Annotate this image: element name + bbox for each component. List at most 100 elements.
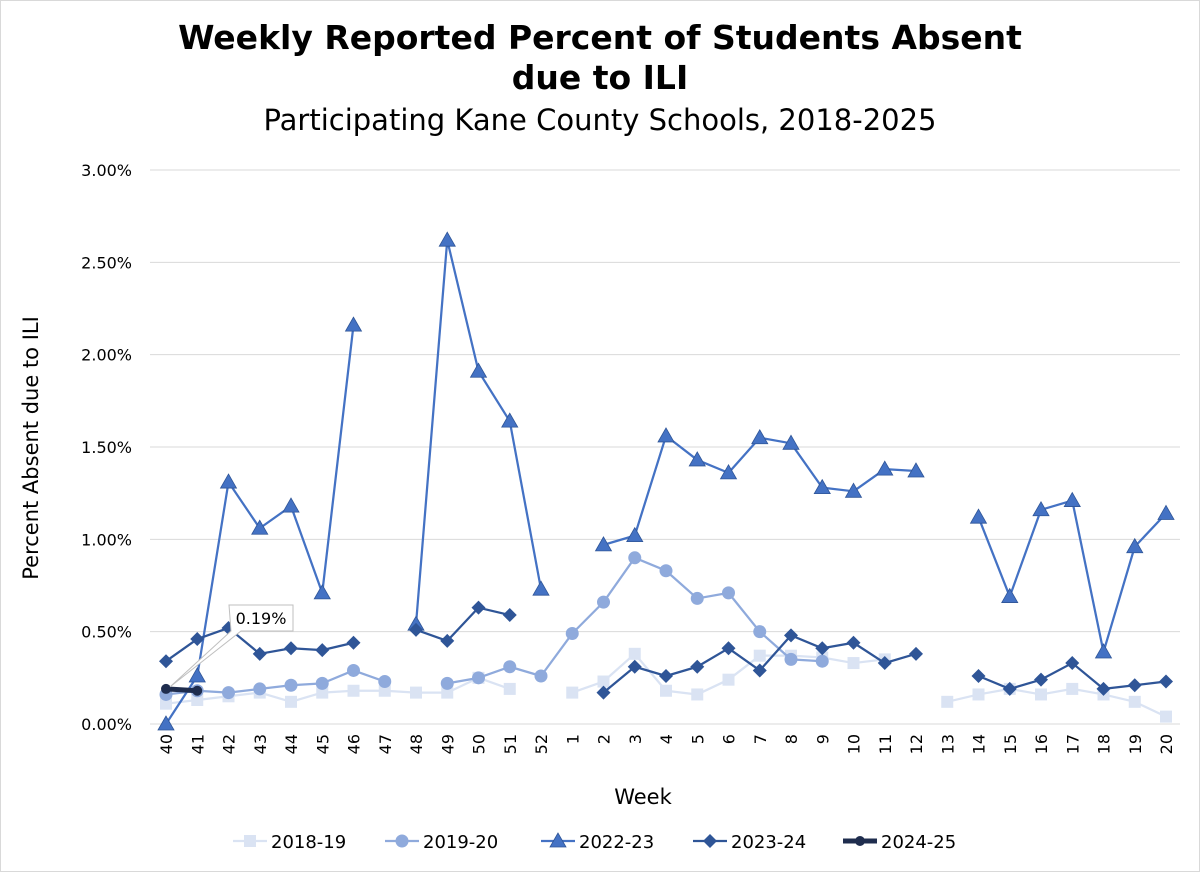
y-tick-label: 3.00% <box>81 161 132 180</box>
x-tick-label: 18 <box>1095 734 1114 754</box>
data-point <box>347 663 360 677</box>
y-tick-label: 0.00% <box>81 715 132 734</box>
data-point <box>440 676 454 690</box>
data-point <box>1160 710 1172 723</box>
data-point <box>1157 504 1175 520</box>
data-point <box>596 685 611 700</box>
data-point <box>719 464 738 480</box>
data-point <box>690 659 705 674</box>
data-point <box>284 641 298 656</box>
data-point <box>161 683 171 694</box>
x-tick-label: 12 <box>907 734 926 754</box>
data-point <box>1159 674 1173 689</box>
data-point <box>660 684 672 697</box>
data-point <box>1065 656 1080 671</box>
data-point <box>501 412 519 428</box>
series-2024-25 <box>161 683 203 696</box>
data-point <box>690 591 704 605</box>
data-point <box>846 635 861 650</box>
x-tick-label: 3 <box>626 734 645 744</box>
data-point <box>877 656 892 671</box>
y-tick-label: 0.50% <box>81 623 132 642</box>
series-2022-23 <box>157 231 1175 731</box>
x-tick-label: 4 <box>657 734 676 744</box>
data-point <box>628 647 641 660</box>
x-tick-label: 19 <box>1126 734 1145 754</box>
x-tick-label: 13 <box>938 734 957 754</box>
data-point <box>1126 537 1144 554</box>
data-point <box>502 608 517 623</box>
data-point <box>190 632 205 647</box>
data-point <box>192 685 203 696</box>
series-2023-24 <box>159 600 1173 700</box>
legend-item-2024-25: 2024-25 <box>843 832 956 853</box>
annotation-layer: 0.19% <box>169 604 294 688</box>
data-point <box>1034 672 1048 687</box>
x-tick-label: 9 <box>813 734 832 744</box>
data-point <box>532 580 550 596</box>
y-tick-labels: 0.00% 0.50% 1.00% 1.50% 2.00% 2.50% 3.00% <box>81 161 132 734</box>
data-point <box>346 635 361 650</box>
x-tick-label: 1 <box>563 734 582 744</box>
data-point <box>472 671 485 685</box>
data-point <box>188 667 206 683</box>
data-point <box>1035 688 1047 701</box>
data-point <box>597 675 610 688</box>
chart-subtitle: Participating Kane County Schools, 2018-… <box>263 103 937 137</box>
data-point <box>316 686 329 699</box>
x-tick-label: 8 <box>782 734 801 744</box>
data-point <box>815 654 829 668</box>
data-point <box>876 460 894 476</box>
data-point <box>1001 587 1019 603</box>
y-tick-label: 1.00% <box>81 530 132 549</box>
data-point <box>844 482 863 498</box>
data-point <box>378 675 392 689</box>
legend-item-2018-19: 2018-19 <box>233 832 346 853</box>
gridlines <box>150 169 1180 725</box>
data-point <box>753 649 766 662</box>
data-point <box>251 519 269 535</box>
data-point <box>344 316 363 332</box>
x-tick-label: 43 <box>251 734 270 754</box>
data-point <box>626 526 644 543</box>
data-point <box>751 428 769 445</box>
data-point <box>784 628 798 643</box>
data-point <box>1096 681 1111 696</box>
data-point <box>157 715 175 731</box>
x-tick-label: 50 <box>470 734 489 754</box>
data-point <box>659 564 673 578</box>
data-point <box>722 673 735 686</box>
data-point <box>503 660 517 674</box>
data-point <box>222 686 235 700</box>
series-line <box>414 239 543 625</box>
x-tick-label: 10 <box>845 734 864 754</box>
data-point <box>159 654 173 669</box>
series-2019-20 <box>159 551 829 701</box>
chart-title-line2: due to ILI <box>511 58 689 97</box>
x-axis-label: Week <box>614 785 672 809</box>
data-point <box>160 697 172 710</box>
series-line <box>165 686 198 694</box>
x-tick-label: 49 <box>438 734 457 754</box>
x-tick-label: 41 <box>188 734 207 754</box>
data-point <box>722 586 735 600</box>
annotation-label: 0.19% <box>236 609 287 628</box>
data-point <box>628 551 642 565</box>
data-point <box>847 657 860 670</box>
series-layer <box>157 231 1175 731</box>
data-point <box>253 682 267 696</box>
legend-item-2019-20: 2019-20 <box>385 832 498 853</box>
data-point <box>691 688 704 701</box>
legend-marker <box>244 835 256 847</box>
data-point <box>252 646 267 661</box>
data-point <box>971 668 986 683</box>
data-point <box>1128 695 1141 708</box>
data-point <box>907 462 925 478</box>
y-axis-label: Percent Absent due to ILI <box>19 316 43 580</box>
chart-title-line1: Weekly Reported Percent of Students Abse… <box>178 18 1022 57</box>
x-tick-label: 15 <box>1001 734 1020 754</box>
legend-label: 2019-20 <box>423 832 498 853</box>
x-tick-label: 47 <box>376 734 395 754</box>
